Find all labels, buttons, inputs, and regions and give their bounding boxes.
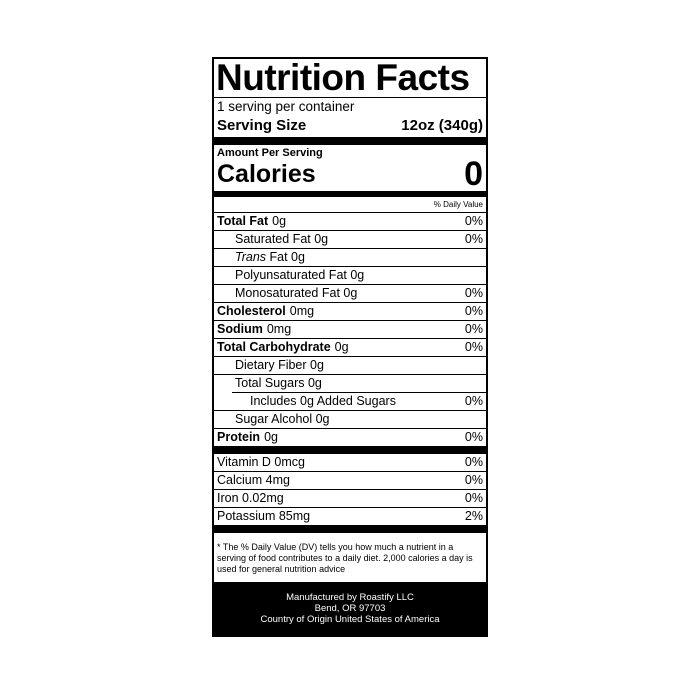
nutrient-label: Sodium (217, 322, 263, 336)
vitamin-row: Potassium 85mg 2% (214, 508, 486, 525)
nutrient-name: Saturated Fat 0g (217, 231, 328, 248)
vitamin-name: Vitamin D 0mcg (217, 455, 305, 469)
nutrient-amount: 0mg (289, 304, 315, 318)
nutrient-row: Protein 0g 0% (214, 429, 486, 446)
nutrient-row: Trans Fat 0g (214, 249, 486, 267)
nutrient-name: Total Carbohydrate 0g (217, 339, 349, 356)
vitamin-daily-value: 2% (464, 509, 483, 523)
nutrient-label: Sugar Alcohol 0g (235, 412, 330, 426)
nutrient-daily-value: 0% (464, 340, 483, 354)
divider (232, 392, 486, 393)
nutrition-facts-label: Nutrition Facts 1 serving per container … (212, 57, 488, 637)
nutrient-row: Cholesterol 0mg 0% (214, 303, 486, 321)
nutrient-label: Monosaturated Fat 0g (235, 286, 358, 300)
nutrient-label: Includes 0g Added Sugars (250, 394, 396, 408)
nutrient-row: Dietary Fiber 0g (214, 357, 486, 375)
nutrient-label: Saturated Fat 0g (235, 232, 329, 246)
vitamin-row: Vitamin D 0mcg 0% (214, 454, 486, 472)
nutrient-name: Polyunsaturated Fat 0g (217, 267, 364, 284)
vitamin-daily-value: 0% (464, 491, 483, 505)
nutrient-name: Total Sugars 0g (217, 375, 322, 392)
nutrient-name: Sodium 0mg (217, 321, 291, 338)
manufacturer-name: Manufactured by Roastify LLC (286, 592, 414, 603)
nutrient-daily-value: 0% (464, 214, 483, 228)
nutrient-amount: 0g (264, 430, 278, 444)
divider-thick (214, 191, 486, 197)
nutrient-label: Total Fat (217, 214, 269, 228)
vitamin-row: Calcium 4mg 0% (214, 472, 486, 490)
manufacturer-address: Bend, OR 97703 (314, 603, 386, 614)
nutrient-label: Cholesterol (217, 304, 286, 318)
nutrient-name: Trans Fat 0g (217, 249, 305, 266)
nutrient-name: Includes 0g Added Sugars (217, 393, 396, 410)
nutrient-list: Total Fat 0g 0% Saturated Fat 0g 0% Trans Fat… (214, 213, 486, 446)
nutrient-name: Monosaturated Fat 0g (217, 285, 357, 302)
amount-per-serving: Amount Per Serving (217, 147, 323, 159)
vitamin-daily-value: 0% (464, 473, 483, 487)
nutrient-row: Total Sugars 0g (214, 375, 486, 392)
vitamin-list: Vitamin D 0mcg 0% Calcium 4mg 0% Iron 0.02mg… (214, 454, 486, 525)
nutrient-name: Dietary Fiber 0g (217, 357, 324, 374)
nutrient-label: Trans (235, 250, 267, 264)
calories-value: 0 (464, 155, 483, 193)
servings-per-container: 1 serving per container (217, 99, 355, 114)
nutrient-daily-value: 0% (464, 394, 483, 408)
nutrient-amount: 0mg (266, 322, 292, 336)
nutrient-daily-value: 0% (464, 232, 483, 246)
nutrient-daily-value: 0% (464, 286, 483, 300)
nutrient-label: Dietary Fiber 0g (235, 358, 324, 372)
calories-label: Calories (217, 160, 316, 188)
nutrient-row: Includes 0g Added Sugars 0% (214, 393, 486, 411)
country-of-origin: Country of Origin United States of Ameri… (260, 614, 440, 625)
divider-thick (214, 137, 486, 145)
nutrient-daily-value: 0% (464, 304, 483, 318)
vitamin-daily-value: 0% (464, 455, 483, 469)
vitamin-name: Iron 0.02mg (217, 491, 284, 505)
nutrient-label: Polyunsaturated Fat 0g (235, 268, 365, 282)
serving-size: Serving Size 12oz (340g) (217, 115, 483, 137)
nutrient-name: Protein 0g (217, 429, 278, 446)
nutrient-row: Saturated Fat 0g 0% (214, 231, 486, 249)
label-title: Nutrition Facts (214, 59, 486, 98)
nutrient-label: Total Sugars 0g (235, 376, 322, 390)
daily-value-header: % Daily Value (214, 197, 486, 213)
nutrient-label: Total Carbohydrate (217, 340, 331, 354)
nutrient-row: Sodium 0mg 0% (214, 321, 486, 339)
nutrient-daily-value: 0% (464, 430, 483, 444)
divider-thick (214, 446, 486, 454)
nutrient-row: Polyunsaturated Fat 0g (214, 267, 486, 285)
vitamin-name: Potassium 85mg (217, 509, 311, 523)
divider-thick (214, 525, 486, 533)
serving-size-label: Serving Size (217, 117, 307, 134)
nutrient-name: Sugar Alcohol 0g (217, 411, 330, 428)
serving-size-value: 12oz (340g) (401, 117, 483, 134)
vitamin-name: Calcium 4mg (217, 473, 290, 487)
manufacturer-info: Manufactured by Roastify LLC Bend, OR 97… (214, 582, 486, 635)
nutrient-amount: Fat 0g (266, 250, 305, 264)
vitamin-row: Iron 0.02mg 0% (214, 490, 486, 508)
nutrient-name: Cholesterol 0mg (217, 303, 314, 320)
nutrient-amount: 0g (334, 340, 349, 354)
nutrient-row: Total Fat 0g 0% (214, 213, 486, 231)
nutrient-amount: 0g (272, 214, 287, 228)
nutrient-daily-value: 0% (464, 322, 483, 336)
calories-row: Calories 0 (217, 155, 483, 193)
nutrient-row: Sugar Alcohol 0g (214, 411, 486, 429)
nutrient-row: Total Carbohydrate 0g 0% (214, 339, 486, 357)
nutrient-name: Total Fat 0g (217, 213, 286, 230)
nutrient-row: Monosaturated Fat 0g 0% (214, 285, 486, 303)
footnote: * The % Daily Value (DV) tells you how m… (217, 542, 473, 574)
nutrient-label: Protein (217, 430, 261, 444)
